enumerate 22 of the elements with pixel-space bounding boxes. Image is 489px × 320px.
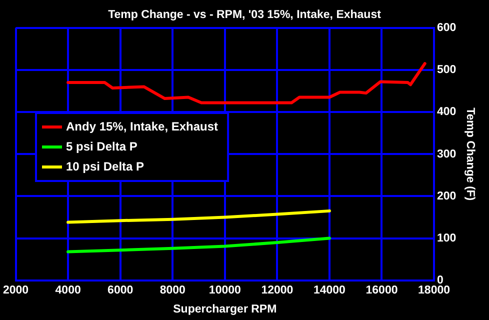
x-tick-label: 14000 [313,284,346,296]
x-tick-label: 16000 [366,284,398,296]
y-tick-label: 400 [437,106,456,118]
chart-title: Temp Change - vs - RPM, '03 15%, Intake, Exhaust [108,9,382,22]
x-tick-label: 12000 [261,284,294,296]
y-axis-title: Temp Change (F) [464,108,476,201]
y-tick-label: 300 [437,148,456,160]
x-tick-label: 2000 [2,284,29,296]
y-tick-label: 500 [437,64,456,76]
legend-label: Andy 15%, Intake, Exhaust [66,119,218,134]
x-axis-title: Supercharger RPM [173,303,277,316]
x-tick-label: 18000 [418,284,450,296]
x-tick-label: 4000 [55,284,81,296]
y-tick-label: 0 [437,274,444,287]
x-tick-label: 10000 [208,284,241,296]
legend-label: 5 psi Delta P [66,139,138,154]
x-tick-label: 8000 [160,284,186,296]
x-tick-label: 6000 [108,284,134,296]
y-tick-label: 100 [437,232,456,244]
y-tick-label: 600 [437,22,456,34]
legend-label: 10 psi Delta P [66,159,144,174]
y-tick-label: 200 [437,190,456,202]
